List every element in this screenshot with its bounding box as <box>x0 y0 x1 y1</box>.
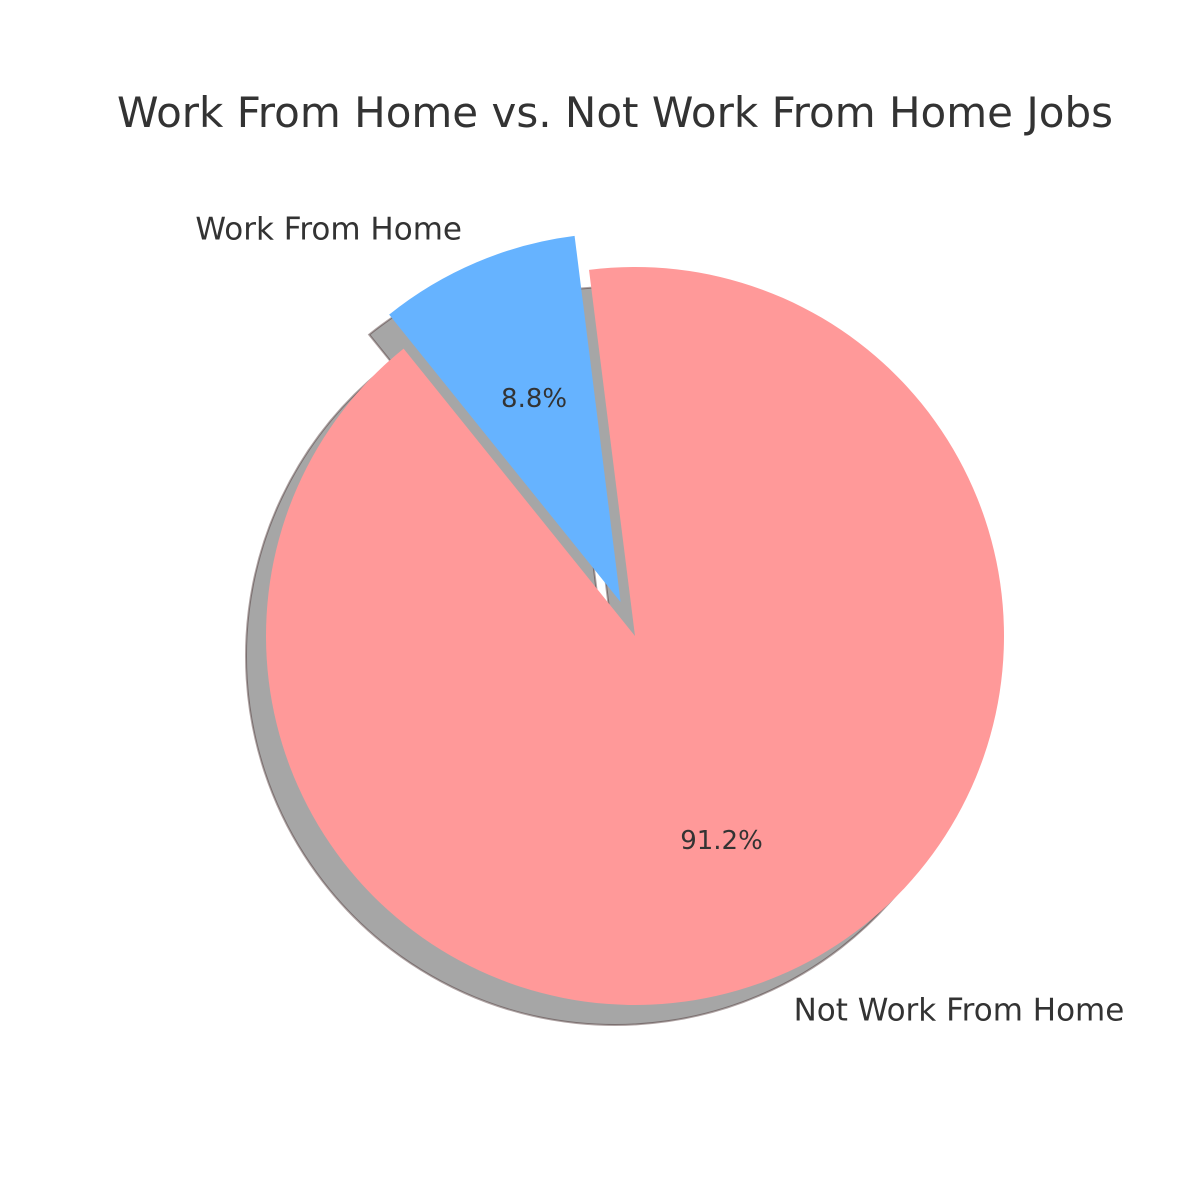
pie-label-layer: 91.2% Not Work From Home 8.8% Work From Hom… <box>195 211 1124 1028</box>
chart-title: Work From Home vs. Not Work From Home Jo… <box>117 88 1113 137</box>
pie-category-label-work-from-home: Work From Home <box>195 211 462 247</box>
pie-pct-label-work-from-home: 8.8% <box>501 384 567 414</box>
pie-slice-layer <box>266 235 1004 1005</box>
pie-category-label-not-work-from-home: Not Work From Home <box>794 993 1125 1029</box>
pie-slice-work-from-home <box>389 235 621 603</box>
pie-pct-label-not-work-from-home: 91.2% <box>680 826 763 856</box>
pie-slice-not-work-from-home <box>266 267 1004 1005</box>
